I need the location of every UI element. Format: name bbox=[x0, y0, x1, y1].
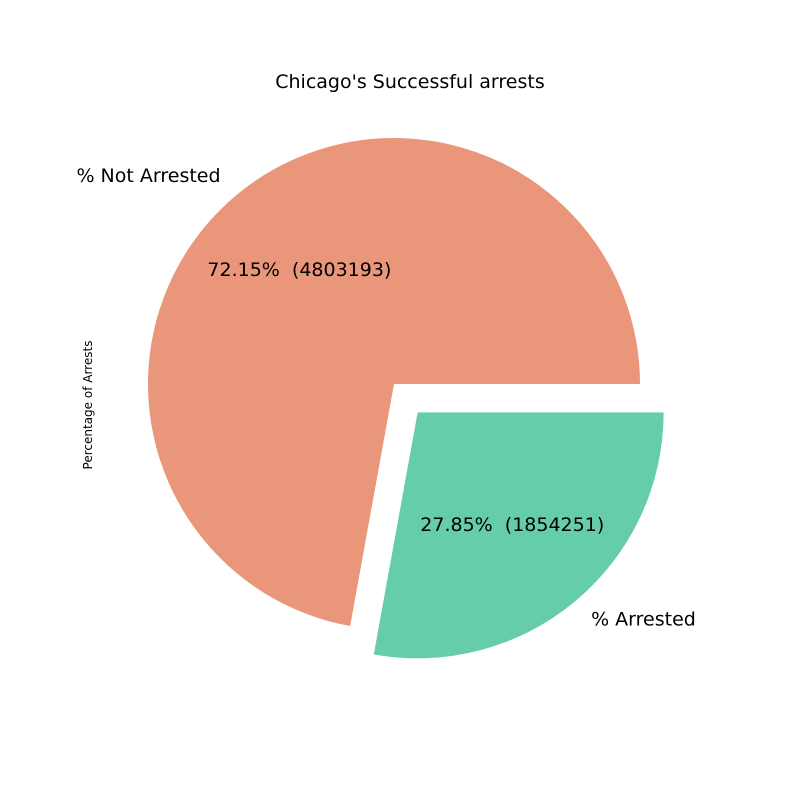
y-axis-label: Percentage of Arrests bbox=[81, 341, 95, 470]
pie-labels: % Not Arrested 72.15% (4803193) % Arrested… bbox=[76, 165, 695, 631]
pie-slice-1 bbox=[373, 412, 664, 659]
slice-label-0: % Not Arrested bbox=[76, 165, 220, 187]
slice-percent-label-0: 72.15% (4803193) bbox=[207, 259, 391, 281]
slice-label-1: % Arrested bbox=[591, 609, 696, 631]
slice-percent-label-1: 27.85% (1854251) bbox=[420, 514, 604, 536]
pie-slices bbox=[148, 137, 664, 659]
chart-title: Chicago's Successful arrests bbox=[275, 71, 545, 93]
pie-slice-0 bbox=[148, 137, 640, 627]
